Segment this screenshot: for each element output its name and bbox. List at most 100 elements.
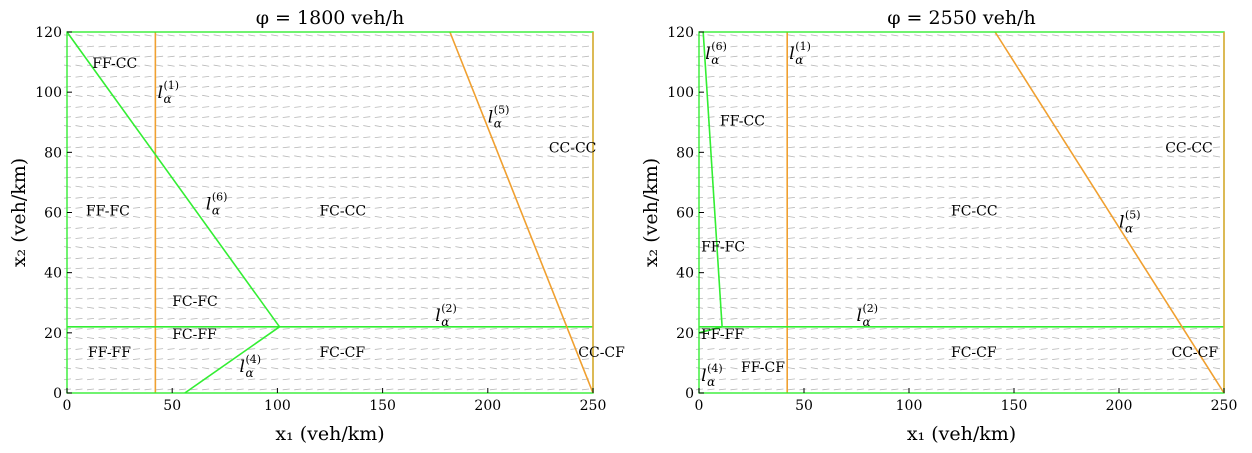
field-arrow — [570, 64, 578, 67]
field-arrow — [937, 378, 945, 381]
field-arrow — [902, 176, 910, 179]
field-arrow — [294, 106, 302, 108]
field-arrow — [1212, 185, 1221, 188]
field-arrow — [960, 257, 968, 260]
field-arrow — [156, 367, 164, 370]
field-arrow — [547, 94, 555, 97]
field-arrow — [271, 287, 279, 290]
field-arrow — [236, 146, 244, 149]
field-arrow — [190, 276, 198, 279]
field-arrow — [98, 176, 106, 179]
field-arrow — [718, 155, 727, 158]
field-arrow — [213, 257, 221, 260]
field-arrow — [75, 86, 83, 88]
field-arrow — [1189, 136, 1198, 139]
field-arrow — [420, 287, 428, 290]
field-arrow — [1006, 34, 1014, 37]
field-arrow — [994, 146, 1002, 149]
field-arrow — [225, 267, 233, 270]
field-arrow — [570, 136, 578, 139]
field-arrow — [328, 306, 336, 309]
field-arrow — [409, 34, 417, 37]
field-arrow — [109, 297, 118, 300]
field-arrow — [547, 227, 555, 229]
field-arrow — [570, 287, 578, 290]
field-arrow — [741, 297, 750, 300]
field-arrow — [1201, 196, 1209, 199]
field-arrow — [478, 227, 486, 229]
field-arrow — [179, 348, 187, 350]
field-arrow — [86, 125, 95, 128]
field-arrow — [983, 237, 991, 239]
field-arrow — [902, 227, 910, 229]
field-arrow — [236, 207, 244, 209]
field-arrow — [466, 45, 474, 48]
field-arrow — [271, 227, 279, 229]
field-arrow — [1201, 94, 1209, 97]
field-arrow — [501, 106, 509, 108]
field-arrow — [202, 348, 210, 350]
field-arrow — [1155, 166, 1163, 169]
field-arrow — [443, 106, 451, 108]
field-arrow — [109, 146, 118, 149]
field-arrow — [501, 185, 509, 188]
field-arrow — [764, 358, 772, 360]
field-arrow — [764, 155, 773, 158]
field-arrow — [351, 318, 359, 320]
field-arrow — [409, 388, 417, 391]
field-arrow — [833, 136, 841, 139]
field-arrow — [121, 75, 129, 78]
field-arrow — [845, 146, 853, 149]
field-arrow — [822, 287, 830, 290]
field-arrow — [776, 55, 784, 58]
field-arrow — [856, 388, 864, 391]
field-arrow — [179, 176, 187, 179]
field-arrow — [190, 388, 198, 391]
field-arrow — [1006, 55, 1014, 58]
field-arrow — [374, 318, 382, 320]
field-arrow — [1109, 196, 1117, 199]
field-arrow — [512, 257, 520, 260]
field-arrow — [317, 306, 325, 309]
field-arrow — [179, 227, 187, 229]
field-arrow — [1098, 196, 1106, 199]
field-arrow — [902, 267, 910, 270]
field-arrow — [581, 125, 590, 128]
field-arrow — [1132, 196, 1140, 199]
field-arrow — [914, 86, 922, 88]
field-arrow — [478, 328, 486, 330]
field-arrow — [1006, 94, 1014, 97]
field-arrow — [868, 64, 876, 67]
field-arrow — [845, 75, 853, 78]
field-arrow — [340, 125, 348, 128]
field-arrow — [340, 34, 348, 37]
field-arrow — [845, 34, 853, 37]
field-arrow — [787, 276, 795, 279]
field-arrow — [294, 94, 302, 97]
field-arrow — [133, 378, 141, 381]
field-arrow — [340, 75, 348, 78]
field-arrow — [466, 136, 474, 139]
field-arrow — [764, 297, 772, 300]
field-arrow — [1109, 246, 1117, 249]
field-arrow — [328, 297, 336, 300]
field-arrow — [340, 318, 348, 320]
field-arrow — [524, 358, 532, 360]
field-arrow — [86, 155, 95, 158]
field-arrow — [730, 116, 738, 118]
field-arrow — [133, 237, 141, 239]
field-arrow — [455, 246, 463, 249]
field-arrow — [1178, 348, 1186, 350]
field-arrow — [879, 94, 887, 97]
field-arrow — [156, 185, 164, 188]
field-arrow — [397, 358, 405, 360]
field-arrow — [86, 116, 95, 118]
field-arrow — [190, 257, 198, 260]
field-arrow — [190, 267, 198, 270]
field-arrow — [1189, 94, 1198, 97]
field-arrow — [581, 146, 590, 149]
field-arrow — [1121, 86, 1129, 88]
field-arrow — [259, 106, 267, 108]
field-arrow — [133, 388, 141, 391]
field-arrow — [489, 328, 497, 330]
